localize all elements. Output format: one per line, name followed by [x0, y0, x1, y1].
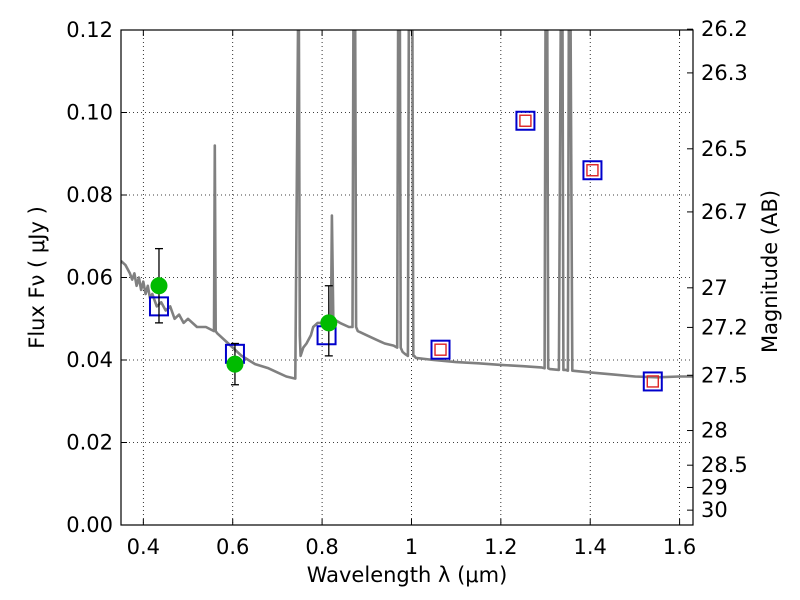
x-axis-label: Wavelength λ (μm): [307, 563, 508, 587]
x-tick-label: 0.4: [127, 535, 160, 559]
x-tick-label: 1.6: [663, 535, 696, 559]
model-flux-point: [582, 160, 603, 181]
y-tick-label: 0.06: [66, 266, 113, 290]
right-tick-label: 28: [701, 419, 728, 443]
observed-point: [150, 277, 168, 295]
model-spectrum: [121, 30, 693, 380]
y-tick-label: 0.12: [66, 18, 113, 42]
right-tick-label: 26.7: [701, 200, 748, 224]
right-tick-label: 26.2: [701, 17, 748, 41]
right-tick-label: 27.5: [701, 363, 748, 387]
y-tick-label: 0.08: [66, 183, 113, 207]
x-tick-labels: 0.4 0.6 0.8 1 1.2 1.4 1.6: [127, 535, 697, 559]
upper-limit-point: [434, 343, 447, 356]
right-axis-label: Magnitude (AB): [758, 190, 782, 353]
y-tick-label: 0.10: [66, 101, 113, 125]
right-tick-label: 29: [701, 475, 728, 499]
observed-point: [320, 314, 338, 332]
model-flux-point: [515, 110, 536, 131]
x-tick-label: 0.8: [305, 535, 338, 559]
model-flux-point: [430, 339, 451, 360]
spectrum-line: [121, 30, 693, 380]
y-tick-label: 0.00: [66, 513, 113, 537]
x-tick-label: 1.2: [484, 535, 517, 559]
right-tick-label: 26.5: [701, 137, 748, 161]
right-tick-label: 26.3: [701, 61, 748, 85]
right-tick-label: 28.5: [701, 453, 748, 477]
y-tick-label: 0.04: [66, 348, 113, 372]
axis-ticks: [121, 28, 693, 526]
upper-limit-point: [519, 114, 532, 127]
right-tick-label: 27: [701, 276, 728, 300]
right-tick-label: 30: [701, 498, 728, 522]
data-markers: [148, 110, 663, 392]
x-tick-label: 1.4: [574, 535, 607, 559]
y-axis-label: Flux Fν ( μJy ): [25, 206, 49, 349]
y-tick-labels: 0.00 0.02 0.04 0.06 0.08 0.10 0.12: [66, 18, 113, 537]
x-tick-label: 0.6: [216, 535, 249, 559]
upper-limit-point: [646, 375, 659, 388]
right-tick-label: 27.2: [701, 315, 748, 339]
y-tick-label: 0.02: [66, 431, 113, 455]
x-tick-label: 1: [405, 535, 418, 559]
upper-limit-point: [586, 164, 599, 177]
observed-point: [226, 355, 244, 373]
model-flux-point: [642, 371, 663, 392]
